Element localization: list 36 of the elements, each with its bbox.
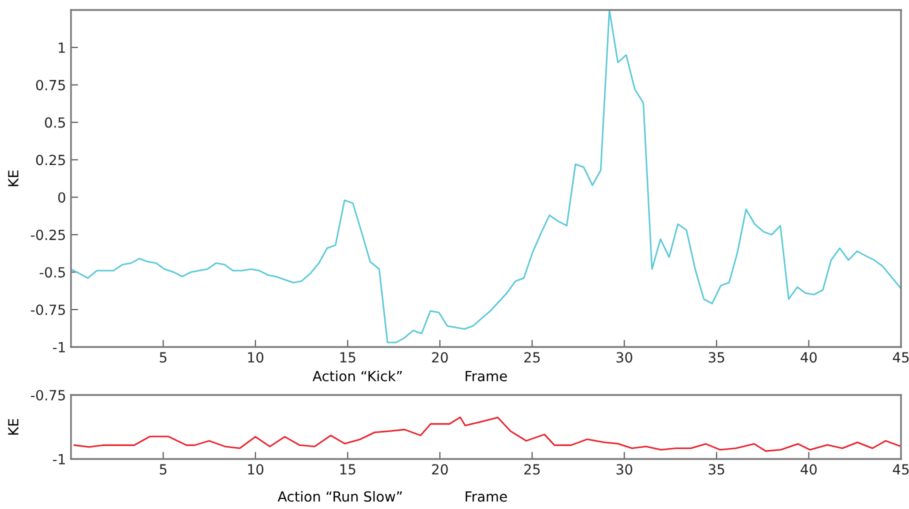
x-tick-label: 10 [248, 464, 264, 475]
x-tick-label: 30 [616, 352, 632, 363]
x-tick-label: 40 [800, 352, 817, 363]
y-tick-label: 0.75 [36, 80, 65, 90]
x-tick-label: 25 [524, 352, 540, 363]
x-tick-label: 5 [160, 352, 166, 363]
x-tick-label: 5 [160, 464, 166, 475]
x-tick-label: 30 [616, 464, 632, 475]
x-tick-label: 45 [892, 464, 909, 475]
x-tick-label: 35 [708, 464, 724, 475]
y-tick-label: -0.25 [30, 230, 65, 240]
y-tick-label: -0.5 [40, 267, 65, 278]
x-tick-label: 25 [524, 464, 540, 475]
x-axis-title: Frame [466, 491, 507, 502]
text: Action “Kick” [312, 370, 402, 382]
line-series [74, 416, 901, 452]
y-tick-label: -1 [52, 454, 65, 464]
y-tick-label: 0.5 [44, 117, 65, 128]
y-axis-title: KE [8, 418, 18, 435]
x-tick-label: 10 [248, 352, 264, 363]
y-tick-label: 0.25 [36, 154, 65, 166]
x-tick-label: 20 [432, 464, 448, 475]
y-tick-label: -0.75 [30, 304, 65, 316]
x-tick-label: 20 [432, 352, 448, 363]
x-tick-label: 35 [708, 352, 724, 363]
x-axis-title: Frame [466, 371, 507, 382]
y-tick-label: 0 [58, 192, 66, 203]
x-tick-label: 45 [892, 352, 909, 363]
y-axis-title: KE [8, 170, 18, 186]
x-tick-label: 15 [340, 464, 356, 475]
y-tick-label: -1 [52, 342, 65, 352]
y-tick-label: -0.75 [30, 390, 65, 400]
y-tick-label: 1 [58, 42, 65, 53]
x-tick-label: 15 [340, 352, 356, 363]
x-tick-label: 40 [800, 464, 817, 475]
text: Action “Run Slow” [278, 491, 402, 502]
